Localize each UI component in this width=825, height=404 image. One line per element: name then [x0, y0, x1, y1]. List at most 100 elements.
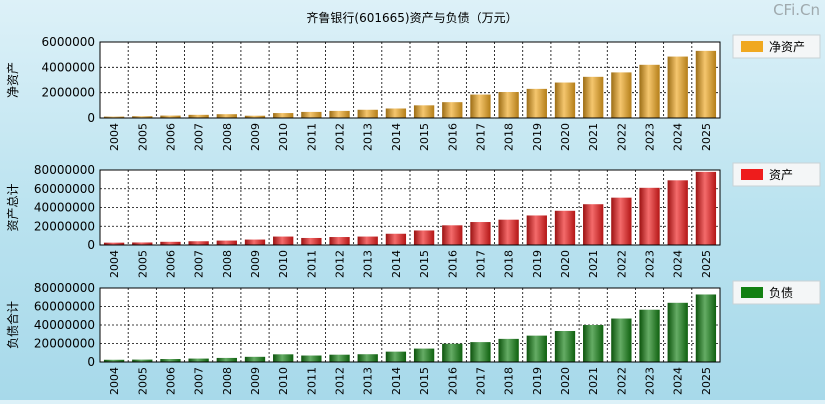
x-tick-label: 2008: [221, 123, 234, 151]
x-tick-label: 2024: [672, 123, 685, 151]
x-tick-label: 2004: [108, 367, 121, 395]
bar-2004: [103, 242, 125, 245]
legend-swatch: [741, 41, 763, 52]
x-tick-label: 2006: [164, 123, 177, 151]
x-tick-label: 2015: [418, 123, 431, 151]
x-tick-label: 2020: [559, 123, 572, 151]
x-tick-label: 2015: [418, 367, 431, 395]
x-tick-label: 2020: [559, 367, 572, 395]
bar-2017: [470, 94, 491, 118]
bar-2015: [413, 105, 435, 118]
x-tick-label: 2023: [644, 123, 657, 151]
x-tick-label: 2025: [700, 367, 713, 395]
bar-2013: [357, 109, 378, 118]
chart-panel-3: 0 20000000 40000000 60000000 80000000 2004 200…: [5, 280, 821, 395]
y-tick-label: 0: [87, 355, 95, 369]
bar-2017: [470, 342, 491, 362]
x-tick-label: 2015: [418, 250, 431, 278]
bar-2021: [583, 204, 604, 245]
bar-2017: [470, 222, 491, 245]
x-tick-label: 2023: [644, 367, 657, 395]
chart-title: 齐鲁银行(601665)资产与负债（万元）: [306, 10, 517, 25]
x-tick-label: 2025: [700, 123, 713, 151]
y-tick-label: 0: [87, 111, 95, 125]
y-tick-label: 40000000: [34, 318, 95, 332]
x-tick-label: 2021: [587, 123, 600, 151]
bar-2006: [160, 359, 181, 362]
x-tick-label: 2025: [700, 250, 713, 278]
x-tick-label: 2016: [446, 367, 459, 395]
x-tick-label: 2013: [362, 250, 375, 278]
bar-2010: [273, 354, 294, 362]
x-tick-label: 2019: [531, 367, 544, 395]
bar-2005: [132, 242, 153, 245]
x-tick-label: 2014: [390, 367, 403, 395]
x-tick-label: 2011: [305, 123, 318, 151]
x-tick-label: 2021: [587, 250, 600, 278]
y-axis-title: 净资产: [6, 62, 20, 98]
x-tick-label: 2007: [193, 250, 206, 278]
bar-2018: [498, 219, 519, 245]
bar-2011: [301, 237, 322, 245]
x-tick-label: 2007: [193, 123, 206, 151]
plot-frame: [99, 41, 721, 119]
bar-2014: [385, 351, 407, 362]
x-tick-label: 2020: [559, 250, 572, 278]
x-tick-label: 2010: [277, 367, 290, 395]
x-tick-label: 2009: [249, 250, 262, 278]
bar-2012: [329, 237, 350, 245]
bar-2012: [329, 354, 350, 362]
x-tick-label: 2017: [474, 367, 487, 395]
x-tick-label: 2004: [108, 123, 121, 151]
bar-2022: [611, 318, 632, 362]
x-tick-label: 2021: [587, 367, 600, 395]
bar-2022: [611, 197, 632, 245]
x-tick-label: 2013: [362, 123, 375, 151]
bar-2016: [442, 225, 463, 245]
y-tick-label: 20000000: [34, 219, 95, 233]
bar-2006: [160, 241, 181, 245]
legend-label: 负债: [769, 286, 793, 300]
x-tick-label: 2012: [334, 123, 347, 151]
bar-2005: [132, 359, 153, 362]
x-tick-label: 2005: [136, 123, 149, 151]
bar-2004: [103, 116, 125, 118]
bar-2014: [385, 233, 407, 245]
bar-2007: [188, 358, 209, 362]
bar-2022: [611, 72, 632, 118]
x-tick-label: 2022: [615, 250, 628, 278]
legend-box: [732, 34, 821, 59]
x-tick-label: 2009: [249, 123, 262, 151]
legend-box: [732, 280, 821, 305]
bar-2023: [639, 187, 660, 245]
bar-2024: [667, 180, 688, 245]
bar-2009: [244, 356, 266, 362]
bar-2016: [442, 102, 463, 118]
plot-frame: [99, 287, 721, 363]
legend-swatch: [741, 287, 763, 298]
bar-2020: [554, 331, 576, 362]
x-tick-label: 2007: [193, 367, 206, 395]
chart-panel-1: 0 2000000 4000000 6000000 2004 2005 2006 2007 20…: [6, 34, 821, 151]
x-tick-label: 2008: [221, 250, 234, 278]
x-tick-label: 2016: [446, 250, 459, 278]
x-tick-label: 2018: [503, 123, 516, 151]
bar-2012: [329, 110, 350, 118]
y-tick-label: 20000000: [34, 337, 95, 351]
bar-2023: [639, 64, 660, 118]
legend-label: 资产: [769, 168, 793, 182]
y-axis-title: 负债合计: [5, 301, 20, 349]
y-tick-label: 40000000: [34, 201, 95, 215]
bar-2024: [667, 56, 688, 118]
plot-frame: [99, 169, 721, 246]
x-tick-label: 2010: [277, 123, 290, 151]
bar-2019: [526, 215, 547, 245]
legend-swatch: [741, 169, 763, 180]
x-tick-label: 2019: [531, 123, 544, 151]
bar-2018: [498, 338, 519, 362]
x-tick-label: 2016: [446, 123, 459, 151]
bar-2004: [103, 359, 125, 362]
bar-2025: [695, 171, 717, 245]
